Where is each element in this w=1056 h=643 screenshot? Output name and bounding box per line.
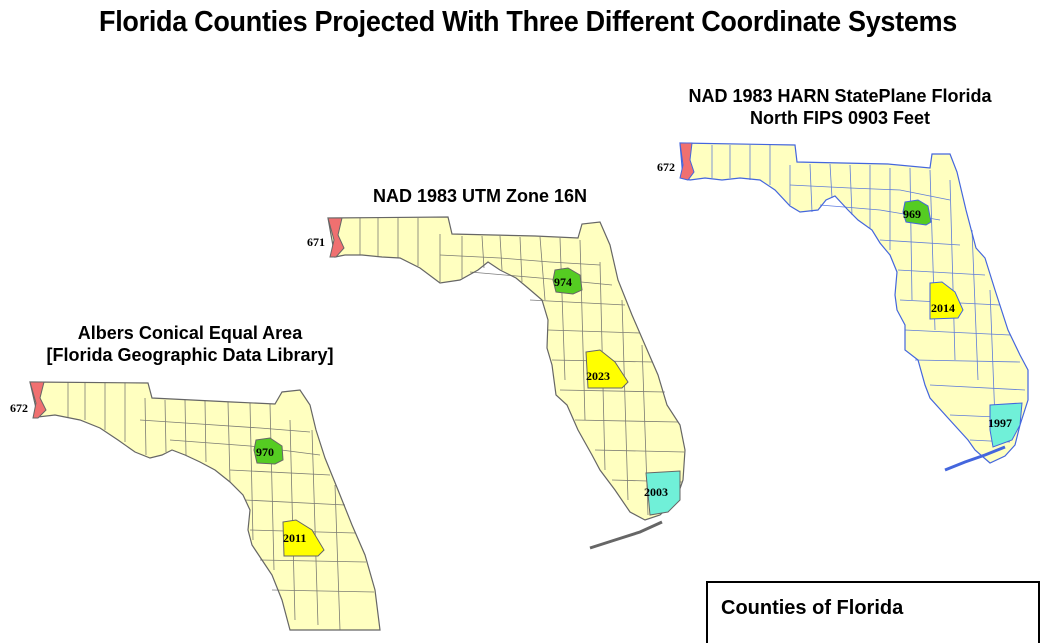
county-alachua-utm <box>552 267 583 295</box>
county-escambia-utm <box>327 217 345 258</box>
county-polk-albers <box>282 519 325 557</box>
label-polk-stateplane: 2014 <box>931 301 955 315</box>
label-alachua-stateplane: 969 <box>903 207 921 221</box>
map-title-stateplane: NAD 1983 HARN StatePlane Florida North F… <box>650 85 1030 129</box>
county-miami-dade-utm <box>645 470 681 516</box>
label-escambia-albers: 672 <box>10 401 28 415</box>
label-miami-dade-stateplane: 1997 <box>988 416 1012 430</box>
map-title-stateplane-line1: NAD 1983 HARN StatePlane Florida <box>688 86 992 106</box>
county-polk-stateplane <box>929 281 964 320</box>
label-escambia-stateplane: 672 <box>657 160 675 174</box>
county-alachua-albers <box>253 437 284 465</box>
county-escambia-stateplane <box>679 142 695 181</box>
map-title-stateplane-line2: North FIPS 0903 Feet <box>749 108 931 128</box>
florida-outline-utm <box>327 216 686 521</box>
map-utm: 671 974 2023 2003 <box>307 216 686 550</box>
legend-box: Counties of Florida <box>706 581 1040 643</box>
florida-outline-stateplane <box>679 142 1029 464</box>
map-albers: 672 970 2011 <box>10 381 381 631</box>
label-miami-dade-utm: 2003 <box>644 485 668 499</box>
county-alachua-stateplane <box>902 199 932 226</box>
label-polk-albers: 2011 <box>283 531 306 545</box>
florida-keys-stateplane <box>944 445 1006 472</box>
legend-title: Counties of Florida <box>721 597 904 619</box>
map-title-albers: Albers Conical Equal Area [Florida Geogr… <box>10 322 370 366</box>
map-stateplane: 672 969 2014 1997 <box>657 142 1029 472</box>
florida-keys-utm <box>589 520 663 550</box>
label-alachua-albers: 970 <box>256 445 274 459</box>
label-polk-utm: 2023 <box>586 369 610 383</box>
map-title-albers-line2: [Florida Geographic Data Library] <box>46 345 334 365</box>
map-title-albers-line1: Albers Conical Equal Area <box>77 323 303 343</box>
county-polk-utm <box>585 349 629 389</box>
label-alachua-utm: 974 <box>554 275 572 289</box>
label-escambia-utm: 671 <box>307 235 325 249</box>
main-title: Florida Counties Projected With Three Di… <box>98 6 958 38</box>
county-escambia-albers <box>29 381 47 419</box>
map-title-utm: NAD 1983 UTM Zone 16N <box>372 186 588 206</box>
county-miami-dade-stateplane <box>989 402 1023 448</box>
